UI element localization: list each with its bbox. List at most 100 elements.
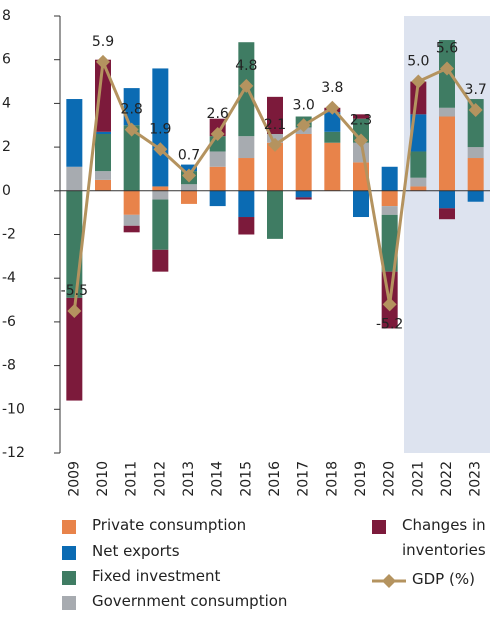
bar-segment xyxy=(123,225,140,233)
bar-segment xyxy=(95,131,111,134)
bar-segment xyxy=(467,158,484,191)
legend-item: GDP (%) xyxy=(372,570,475,592)
data-label: 4.8 xyxy=(235,58,257,74)
y-tick-label: 4 xyxy=(2,95,11,111)
legend-rect xyxy=(372,520,386,534)
data-label: 1.9 xyxy=(149,121,171,137)
bar-segment xyxy=(181,190,197,204)
bar-segment xyxy=(95,171,111,180)
bar-segment xyxy=(353,190,369,218)
gdp-marker xyxy=(382,297,397,312)
data-label: 5.9 xyxy=(92,34,114,50)
legend-label: Private consumption xyxy=(92,516,247,534)
bar-segment xyxy=(152,190,169,200)
bar-segment xyxy=(295,190,312,198)
data-label: 5.6 xyxy=(436,40,458,56)
data-label: 2.1 xyxy=(264,117,286,133)
bar-segment xyxy=(152,186,169,191)
bar-segment xyxy=(123,190,140,215)
bar-segment xyxy=(267,190,283,239)
y-tick-label: 8 xyxy=(2,8,11,24)
legend-swatch xyxy=(372,574,406,588)
bar-segment xyxy=(295,133,312,191)
data-label: 2.6 xyxy=(207,106,229,122)
gdp-marker xyxy=(153,142,168,157)
chart: -12 -10 -8 -6 -4 -2 0 2 4 6 8 2009 2010 2011 2012 2013 2… xyxy=(2,8,490,497)
y-tick-label: -4 xyxy=(2,270,16,286)
x-tick-label: 2017 xyxy=(296,461,312,497)
gdp-marker xyxy=(182,168,196,183)
bar-segment xyxy=(295,197,312,200)
legend-marker xyxy=(382,574,396,588)
bar-segment xyxy=(410,177,427,187)
legend-swatch xyxy=(372,520,386,534)
data-label: 3.0 xyxy=(293,97,315,113)
y-tick-label: -10 xyxy=(2,401,25,417)
bar-segment xyxy=(439,190,455,209)
bar-segment xyxy=(238,158,255,191)
legend-swatch xyxy=(62,546,76,560)
legend-label: Net exports xyxy=(92,542,180,560)
legend: Private consumption Government consumptio… xyxy=(0,512,497,612)
bar-segment xyxy=(410,151,427,178)
gdp-marker xyxy=(468,102,483,117)
x-tick-label: 2009 xyxy=(66,461,82,497)
bar-segment xyxy=(66,190,83,298)
y-tick-label: 6 xyxy=(2,52,11,68)
y-tick-label: -12 xyxy=(2,445,25,461)
bar-segment xyxy=(381,206,398,215)
gdp-marker xyxy=(210,126,225,141)
bar-segment xyxy=(152,68,169,187)
legend-label: GDP (%) xyxy=(412,570,475,588)
legend-rect xyxy=(62,520,76,534)
x-tick-label: 2021 xyxy=(410,461,426,497)
bar-segment xyxy=(238,217,255,235)
bar-segment xyxy=(95,59,111,132)
data-label: 2.3 xyxy=(350,113,372,129)
legend-swatch xyxy=(62,596,76,610)
gdp-marker xyxy=(325,100,340,115)
bar-segment xyxy=(267,96,283,134)
bar-segment xyxy=(381,166,398,191)
gdp-marker xyxy=(440,61,454,76)
bar-segment xyxy=(267,142,283,191)
bar-segment xyxy=(123,125,140,191)
y-tick-label: -6 xyxy=(2,314,16,330)
gdp-marker xyxy=(67,303,82,318)
bar-segment xyxy=(66,99,83,167)
bar-segment xyxy=(439,208,455,220)
x-tick-label: 2016 xyxy=(267,461,283,497)
x-tick-label: 2022 xyxy=(439,461,455,497)
gdp-marker xyxy=(268,137,282,152)
bar-segment xyxy=(381,214,398,272)
data-label: -5.5 xyxy=(61,283,88,299)
x-tick-label: 2018 xyxy=(324,461,340,497)
bar-segment xyxy=(238,136,255,159)
data-label: -5.2 xyxy=(376,316,403,332)
bar-segment xyxy=(209,166,226,191)
gdp-marker xyxy=(96,54,110,69)
bar-segment xyxy=(439,107,455,117)
gdp-marker xyxy=(354,133,368,148)
legend-item: Fixed investment xyxy=(62,567,220,589)
data-label: 0.7 xyxy=(178,148,200,164)
bar-segment xyxy=(439,116,455,191)
legend-label: Changes in inventories xyxy=(402,516,486,559)
data-label: 3.7 xyxy=(465,82,487,98)
bar-segment xyxy=(181,164,197,172)
gdp-marker xyxy=(124,122,139,137)
legend-rect xyxy=(62,546,76,560)
x-tick-label: 2019 xyxy=(353,461,369,497)
bar-segment xyxy=(123,88,140,126)
y-tick-label: 0 xyxy=(2,183,11,199)
x-tick-label: 2011 xyxy=(124,461,140,497)
legend-rect xyxy=(62,596,76,610)
bar-segment xyxy=(66,297,83,401)
bar-segment xyxy=(152,199,169,250)
bar-segment xyxy=(181,184,197,191)
legend-label: Government consumption xyxy=(92,592,288,610)
gdp-marker xyxy=(239,78,254,93)
x-tick-label: 2023 xyxy=(468,461,484,497)
legend-item: Net exports xyxy=(62,542,180,564)
